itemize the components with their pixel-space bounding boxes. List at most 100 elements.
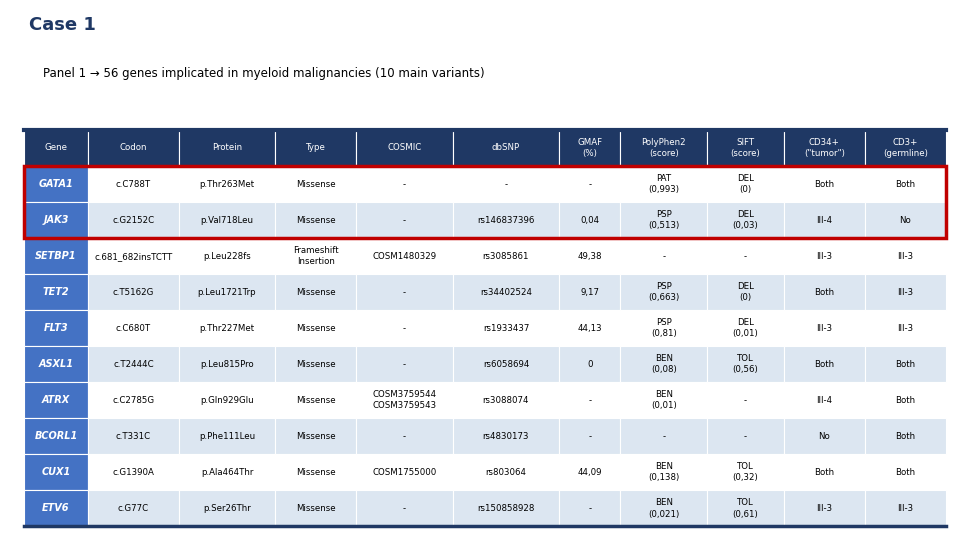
Text: -: -: [403, 180, 406, 188]
Text: PAT
(0,993): PAT (0,993): [648, 174, 679, 194]
Text: rs3088074: rs3088074: [483, 396, 529, 405]
Text: CUX1: CUX1: [41, 468, 71, 477]
Bar: [276, 346, 356, 382]
Text: 0: 0: [587, 360, 592, 369]
Bar: [453, 418, 560, 455]
Bar: [356, 418, 453, 455]
Text: p.Ser26Thr: p.Ser26Thr: [204, 504, 251, 513]
Text: III-3: III-3: [898, 324, 913, 333]
Bar: [620, 130, 708, 166]
Text: -: -: [403, 215, 406, 225]
Text: c.G77C: c.G77C: [118, 504, 149, 513]
Text: rs4830173: rs4830173: [483, 432, 529, 441]
Bar: [356, 166, 453, 202]
Bar: [620, 382, 708, 418]
Bar: [24, 455, 88, 490]
Text: -: -: [662, 252, 665, 261]
Text: dbSNP: dbSNP: [492, 143, 520, 152]
Text: COSM1755000: COSM1755000: [372, 468, 437, 477]
Bar: [88, 238, 179, 274]
Bar: [179, 238, 276, 274]
Bar: [784, 455, 865, 490]
Bar: [784, 490, 865, 526]
Text: COSM1480329: COSM1480329: [372, 252, 437, 261]
Bar: [708, 382, 784, 418]
Bar: [88, 382, 179, 418]
Text: p.Leu815Pro: p.Leu815Pro: [201, 360, 253, 369]
Text: c.G2152C: c.G2152C: [112, 215, 155, 225]
Bar: [179, 490, 276, 526]
Bar: [356, 346, 453, 382]
Bar: [784, 310, 865, 346]
Text: BEN
(0,01): BEN (0,01): [651, 390, 677, 410]
Text: p.Leu228fs: p.Leu228fs: [204, 252, 251, 261]
Bar: [179, 202, 276, 238]
Text: III-3: III-3: [898, 504, 913, 513]
Text: c.C2785G: c.C2785G: [112, 396, 155, 405]
Bar: [24, 382, 88, 418]
Bar: [708, 274, 784, 310]
Bar: [560, 238, 620, 274]
Text: COSMIC: COSMIC: [387, 143, 421, 152]
Text: -: -: [403, 324, 406, 333]
Bar: [88, 166, 179, 202]
Bar: [88, 455, 179, 490]
Text: III-3: III-3: [816, 504, 832, 513]
Text: 9,17: 9,17: [580, 288, 599, 297]
Bar: [24, 310, 88, 346]
Text: p.Gln929Glu: p.Gln929Glu: [201, 396, 253, 405]
Bar: [24, 346, 88, 382]
Text: Missense: Missense: [296, 288, 336, 297]
Bar: [865, 238, 946, 274]
Bar: [276, 418, 356, 455]
Bar: [179, 455, 276, 490]
Bar: [453, 166, 560, 202]
Bar: [356, 274, 453, 310]
Text: p.Thr227Met: p.Thr227Met: [200, 324, 254, 333]
Bar: [356, 202, 453, 238]
Text: FLT3: FLT3: [44, 323, 68, 333]
Text: Both: Both: [895, 396, 915, 405]
Text: ASXL1: ASXL1: [38, 359, 74, 369]
Bar: [179, 382, 276, 418]
Bar: [560, 382, 620, 418]
Text: c.G1390A: c.G1390A: [112, 468, 155, 477]
Text: Missense: Missense: [296, 432, 336, 441]
Text: -: -: [588, 180, 591, 188]
Text: rs34402524: rs34402524: [480, 288, 532, 297]
Bar: [24, 418, 88, 455]
Bar: [560, 202, 620, 238]
Text: Missense: Missense: [296, 215, 336, 225]
Text: III-3: III-3: [816, 252, 832, 261]
Bar: [784, 382, 865, 418]
Bar: [784, 166, 865, 202]
Text: III-4: III-4: [816, 215, 832, 225]
Text: Frameshift
Insertion: Frameshift Insertion: [293, 246, 339, 266]
Text: -: -: [504, 180, 508, 188]
Text: p.Leu1721Trp: p.Leu1721Trp: [198, 288, 256, 297]
Bar: [708, 455, 784, 490]
Bar: [88, 202, 179, 238]
Bar: [784, 130, 865, 166]
Text: 49,38: 49,38: [578, 252, 602, 261]
Bar: [88, 130, 179, 166]
Bar: [865, 418, 946, 455]
Text: Missense: Missense: [296, 180, 336, 188]
Text: JAK3: JAK3: [43, 215, 69, 225]
Bar: [88, 490, 179, 526]
Bar: [560, 166, 620, 202]
Bar: [865, 274, 946, 310]
Bar: [708, 490, 784, 526]
Text: ATRX: ATRX: [42, 395, 70, 406]
Bar: [865, 346, 946, 382]
Bar: [620, 346, 708, 382]
Text: rs6058694: rs6058694: [483, 360, 529, 369]
Bar: [179, 346, 276, 382]
Bar: [24, 490, 88, 526]
Text: Both: Both: [895, 432, 915, 441]
Text: Missense: Missense: [296, 324, 336, 333]
Bar: [708, 418, 784, 455]
Text: -: -: [403, 360, 406, 369]
Bar: [620, 310, 708, 346]
Bar: [276, 166, 356, 202]
